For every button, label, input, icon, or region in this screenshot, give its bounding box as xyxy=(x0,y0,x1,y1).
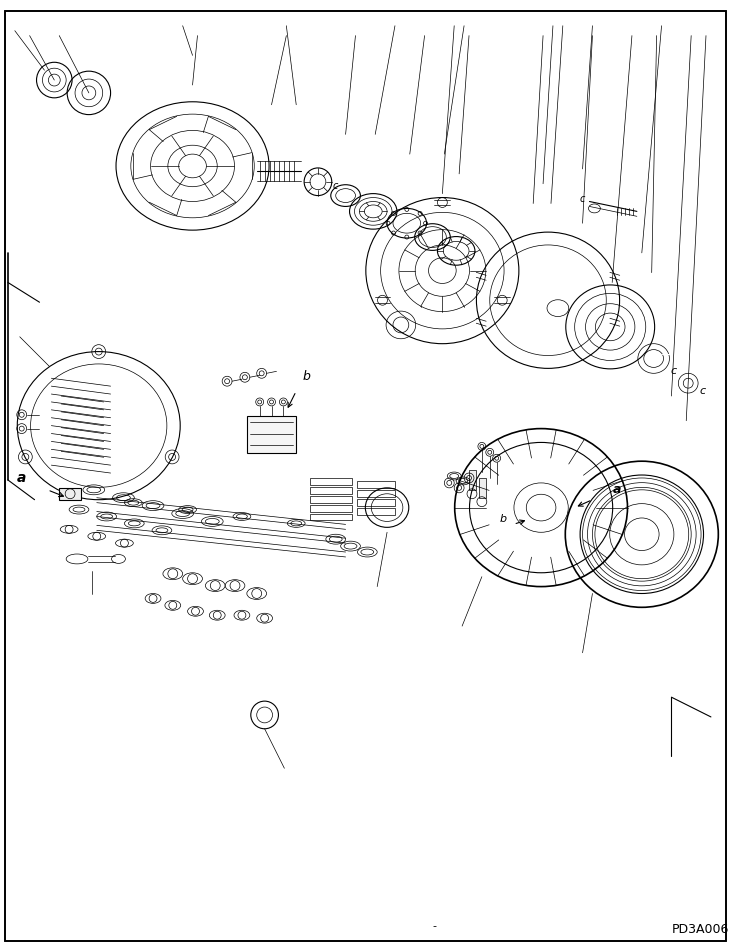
Text: c: c xyxy=(580,193,585,204)
Text: c: c xyxy=(700,387,706,396)
Bar xyxy=(310,496,352,503)
Bar xyxy=(357,481,395,487)
Bar xyxy=(469,470,476,490)
Bar xyxy=(357,499,395,506)
Bar xyxy=(357,490,395,497)
Text: c: c xyxy=(670,367,676,376)
Bar xyxy=(310,513,352,521)
Bar xyxy=(59,487,81,500)
Bar xyxy=(310,505,352,511)
Bar xyxy=(247,416,296,453)
Bar xyxy=(479,478,485,498)
Text: a: a xyxy=(613,484,622,496)
Text: b: b xyxy=(500,514,507,525)
Text: c: c xyxy=(333,181,338,190)
Bar xyxy=(357,507,395,514)
Text: a: a xyxy=(17,471,27,485)
Text: PD3A006: PD3A006 xyxy=(671,922,729,936)
Text: b: b xyxy=(302,369,310,383)
Text: -: - xyxy=(432,922,437,931)
Bar xyxy=(310,478,352,485)
Bar xyxy=(310,486,352,494)
